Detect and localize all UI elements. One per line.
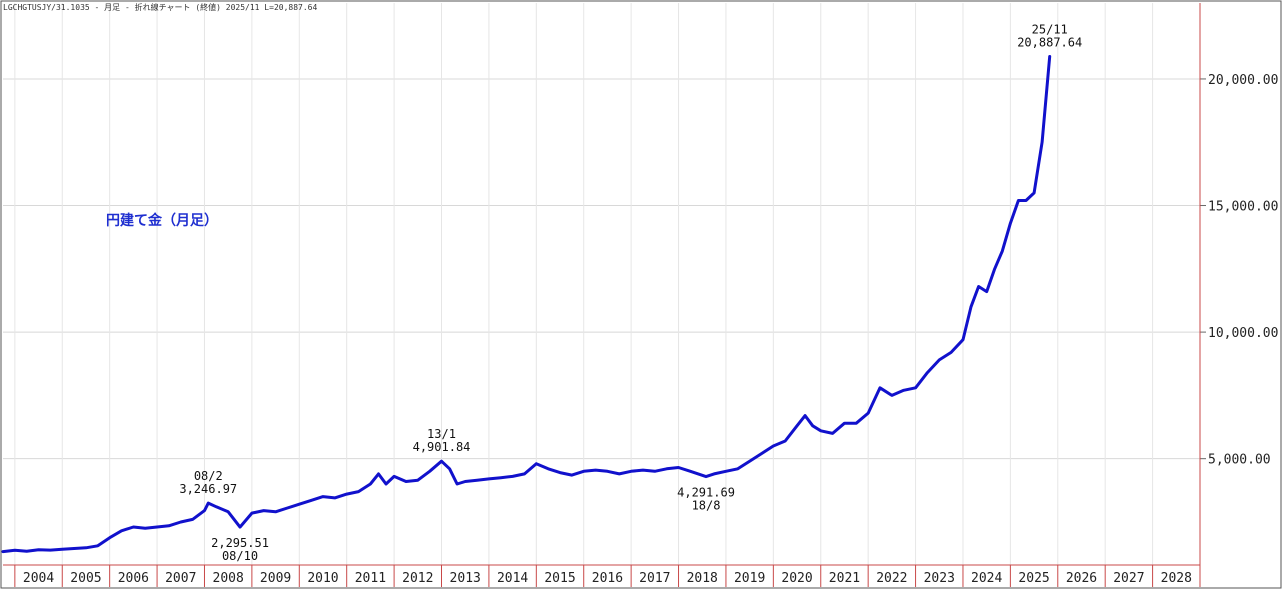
x-tick-label: 2028 (1161, 571, 1192, 586)
data-label-text: 08/10 (222, 549, 258, 563)
data-label-text: 3,246.97 (179, 482, 237, 496)
x-tick-label: 2004 (23, 571, 54, 586)
x-tick-label: 2024 (971, 571, 1002, 586)
data-label-text: 18/8 (692, 499, 721, 513)
x-tick-label: 2027 (1113, 571, 1144, 586)
x-tick-label: 2020 (781, 571, 812, 586)
x-tick-label: 2021 (829, 571, 860, 586)
x-tick-label: 2008 (213, 571, 244, 586)
chart-title: 円建て金（月足） (106, 213, 218, 229)
x-tick-label: 2017 (639, 571, 670, 586)
x-tick-label: 2025 (1018, 571, 1049, 586)
data-label-text: 08/2 (194, 469, 223, 483)
x-tick-label: 2019 (734, 571, 765, 586)
x-tick-label: 2014 (497, 571, 528, 586)
x-tick-label: 2010 (307, 571, 338, 586)
axes: 5,000.00 10,000.00 15,000.00 20,000.00 2004 2… (3, 3, 1278, 587)
series-line (1, 55, 1052, 554)
grid (3, 3, 1200, 565)
y-tick-label: 20,000.00 (1208, 73, 1278, 88)
x-tick-label: 2018 (687, 571, 718, 586)
chart-header-text: LGCHGTUSJY/31.1035 - 月足 - 折れ線チャート (終値) 2… (3, 3, 318, 12)
y-tick-label: 15,000.00 (1208, 200, 1278, 215)
x-tick-label: 2012 (402, 571, 433, 586)
x-tick-label: 2022 (876, 571, 907, 586)
x-tick-label: 2006 (118, 571, 149, 586)
x-tick-label: 2005 (70, 571, 101, 586)
data-label-text: 2,295.51 (211, 536, 269, 550)
data-label-text: 4,291.69 (677, 486, 735, 500)
y-tick-label: 5,000.00 (1208, 453, 1271, 468)
data-label-text: 20,887.64 (1017, 35, 1082, 49)
x-tick-label: 2007 (165, 571, 196, 586)
x-tick-label: 2013 (450, 571, 481, 586)
x-tick-label: 2016 (592, 571, 623, 586)
data-label-text: 25/11 (1032, 22, 1068, 36)
data-label-text: 4,901.84 (413, 440, 471, 454)
plot-area (1, 55, 1052, 554)
data-label: 08/23,246.97 (179, 469, 237, 496)
data-label-text: 13/1 (427, 427, 456, 441)
x-tick-label: 2023 (924, 571, 955, 586)
x-tick-label: 2026 (1066, 571, 1097, 586)
data-label: 13/14,901.84 (413, 427, 471, 454)
y-tick-label: 10,000.00 (1208, 326, 1278, 341)
x-tick-label: 2009 (260, 571, 291, 586)
x-tick-label: 2015 (544, 571, 575, 586)
x-tick-label: 2011 (355, 571, 386, 586)
